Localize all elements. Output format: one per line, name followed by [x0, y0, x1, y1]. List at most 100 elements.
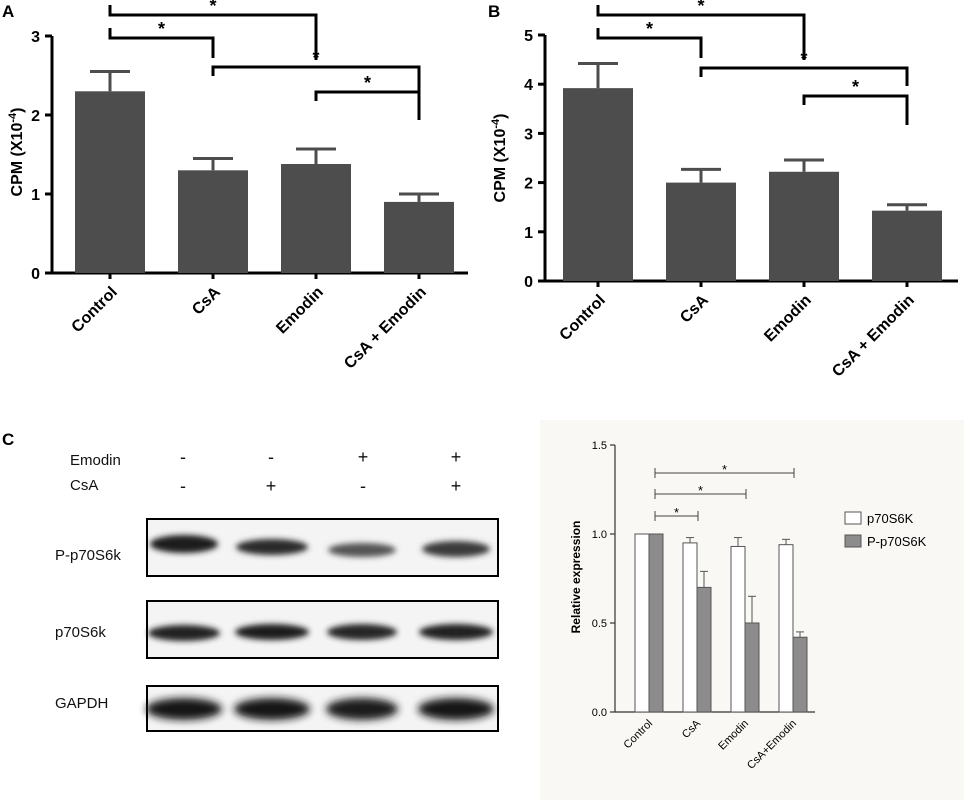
panel-b-significance-bracket — [802, 94, 909, 125]
panel-a-significance-star: * — [209, 0, 216, 16]
wb-csa-sign-4: + — [451, 476, 462, 496]
wb-band-p-p70s6k-4 — [422, 541, 490, 557]
panel-a-significance-bracket — [108, 5, 318, 60]
wb-emodin-sign-1: - — [180, 447, 186, 467]
wb-band-p-p70s6k-1 — [150, 535, 218, 553]
wb-emodin-label: Emodin — [70, 452, 121, 469]
panel-c-legend-swatch — [844, 534, 862, 548]
panel-c-bar — [682, 542, 698, 713]
wb-blot-p-p70s6k — [146, 518, 499, 577]
wb-band-p-p70s6k-3 — [328, 543, 396, 557]
panel-a-x-tick-label: CsA + Emodin — [341, 284, 430, 373]
panel-b-ylabel-close: ) — [492, 114, 509, 119]
panel-c-y-tick-label: 1.0 — [592, 529, 607, 541]
panel-a-significance-bracket — [314, 90, 421, 120]
panel-a-bar — [75, 91, 145, 273]
panel-c-bar — [744, 622, 760, 713]
panel-b-letter: B — [488, 2, 500, 21]
panel-a-x-tick-label: Control — [69, 284, 121, 336]
panel-a-significance-bracket — [108, 28, 215, 58]
panel-a-y-tick-label: 3 — [31, 29, 40, 46]
panel-a-bar — [281, 163, 351, 273]
panel-c-significance-bracket — [654, 489, 747, 499]
panel-b-x-tick-label: Control — [557, 292, 609, 344]
wb-emodin-sign-3: + — [358, 447, 369, 467]
panel-b-bar — [769, 171, 839, 281]
panel-a-ylabel-close: ) — [9, 108, 26, 113]
panel-c-y-tick-label: 0.5 — [592, 618, 607, 630]
panel-a-x-tick-label: CsA — [189, 283, 224, 318]
wb-csa-sign-3: - — [360, 476, 366, 496]
panel-a-significance-star: * — [158, 19, 165, 39]
panel-b-significance-bracket — [596, 5, 806, 60]
panel-a-significance-star: * — [312, 48, 319, 68]
panel-c-bar — [778, 544, 794, 713]
wb-band-label-gapdh: GAPDH — [55, 695, 108, 712]
panel-c-significance-bracket — [654, 468, 795, 478]
wb-band-gapdh-4 — [418, 698, 494, 720]
panel-b-x-tick-label: CsA + Emodin — [829, 292, 918, 381]
panel-c-bar — [648, 533, 664, 713]
panel-b-significance-bracket — [699, 66, 909, 86]
panel-c-ylabel: Relative expression — [569, 521, 583, 634]
panel-a-letter: A — [2, 2, 14, 21]
wb-band-p70s6k-4 — [419, 624, 493, 640]
wb-blot-p70s6k — [146, 600, 499, 659]
panel-b-chart: 0 1 2 3 4 5 Control CsA Emodin CsA + Emodin * * * * — [524, 0, 958, 380]
panel-b-y-tick-label: 5 — [524, 28, 533, 45]
panel-c-bar — [634, 533, 650, 713]
panel-a-significance-star: * — [364, 73, 371, 93]
panel-a-y-tick-label: 1 — [31, 187, 40, 204]
wb-emodin-sign-2: - — [268, 447, 274, 467]
panel-b-bar — [563, 88, 633, 281]
panel-a-significance-bracket — [211, 65, 421, 94]
panel-b-x-tick-label: Emodin — [761, 292, 815, 346]
panel-c-significance-star: * — [674, 505, 679, 520]
panel-a-bar — [384, 201, 454, 273]
wb-band-p-p70s6k-2 — [236, 539, 308, 555]
panel-c-y-tick-label: 1.5 — [592, 440, 607, 452]
wb-band-p70s6k-2 — [235, 624, 309, 640]
panel-b-y-tick-label: 2 — [524, 176, 533, 193]
wb-band-p70s6k-1 — [148, 625, 220, 641]
panel-b-y-tick-label: 1 — [524, 225, 533, 242]
wb-csa-label: CsA — [70, 477, 98, 494]
panel-c-significance-star: * — [722, 462, 727, 477]
wb-csa-sign-2: + — [266, 476, 277, 496]
panel-b-significance-star: * — [697, 0, 704, 16]
panel-b-significance-bracket — [596, 28, 703, 58]
wb-band-p70s6k-3 — [327, 624, 397, 640]
panel-a-ylabel: CPM (X10-4) — [7, 108, 26, 197]
panel-b-significance-star: * — [800, 49, 807, 69]
panel-b-bar — [872, 210, 942, 281]
panel-c-bar — [792, 636, 808, 713]
panel-c-bar — [696, 586, 712, 713]
svg-text:CPM (X10-4): CPM (X10-4) — [7, 108, 26, 197]
panel-c-significance-bracket — [654, 511, 699, 521]
panel-b-bar — [666, 182, 736, 281]
panel-b-ylabel-exp: -4 — [490, 118, 502, 129]
wb-band-gapdh-1 — [146, 698, 222, 720]
panel-c-bar — [730, 545, 746, 713]
panel-c-legend-swatch — [844, 511, 862, 525]
panel-a-chart: 0 1 2 3 Control CsA Emodin CsA + Emodin * * * * — [31, 0, 468, 372]
wb-band-gapdh-2 — [234, 698, 310, 720]
panel-c-y-tick-label: 0.0 — [592, 707, 607, 719]
svg-text:CPM (X10-4): CPM (X10-4) — [490, 114, 509, 203]
panel-c-significance-star: * — [698, 483, 703, 498]
panel-a-x-tick-label: Emodin — [273, 284, 327, 338]
panel-b-y-tick-label: 4 — [524, 77, 533, 94]
wb-band-label-p-p70s6k: P-p70S6k — [55, 547, 121, 564]
panel-a-ylabel-text: CPM (X10 — [9, 123, 26, 197]
panel-c-letter: C — [2, 430, 14, 449]
wb-band-label-p70s6k: p70S6k — [55, 624, 106, 641]
panel-c-legend-label: P-p70S6K — [867, 534, 927, 549]
panel-b-x-tick-label: CsA — [677, 291, 712, 326]
panel-a-bar — [178, 170, 248, 273]
wb-blot-gapdh — [146, 685, 499, 732]
panel-a-y-tick-label: 0 — [31, 266, 40, 283]
panel-c-legend-label: p70S6K — [867, 511, 914, 526]
wb-csa-sign-1: - — [180, 476, 186, 496]
wb-emodin-sign-4: + — [451, 447, 462, 467]
